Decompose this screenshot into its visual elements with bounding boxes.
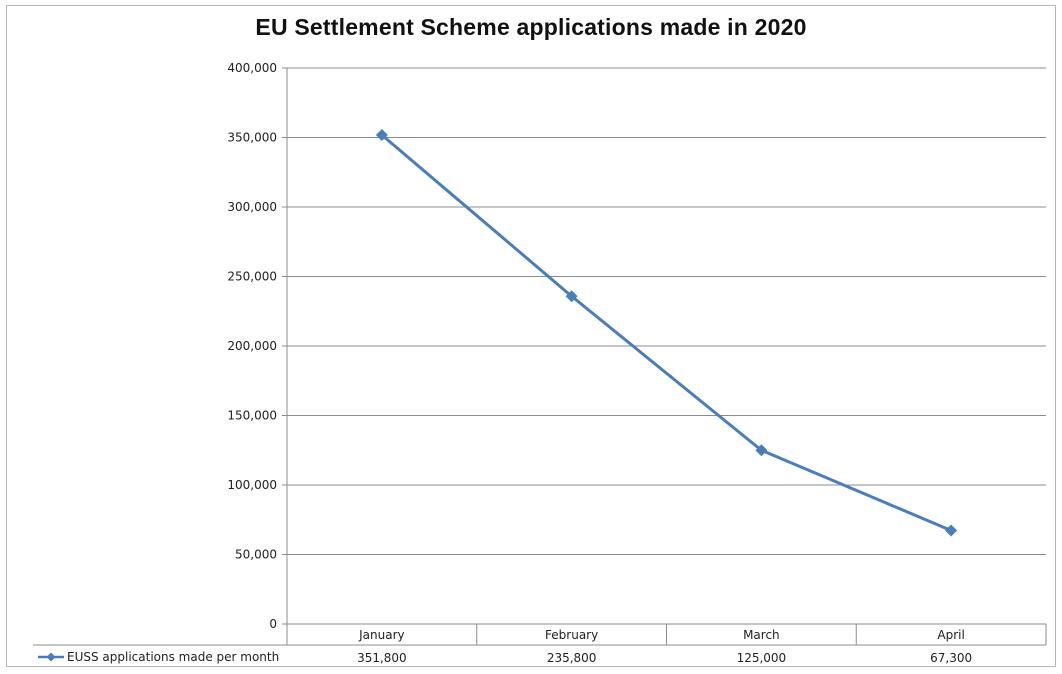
y-tick-label: 200,000: [227, 339, 277, 353]
legend-series-name: EUSS applications made per month: [67, 650, 279, 664]
data-point-marker: [565, 290, 578, 303]
y-tick-label: 0: [269, 617, 277, 631]
y-tick-label: 300,000: [227, 200, 277, 214]
data-table-value: 125,000: [737, 651, 787, 665]
data-point-marker: [945, 524, 958, 537]
legend-marker: [46, 652, 56, 662]
y-tick-label: 50,000: [235, 548, 277, 562]
y-tick-label: 150,000: [227, 409, 277, 423]
category-label: March: [743, 628, 780, 642]
data-table: January 351,800 February 235,800 March 125,00…: [33, 623, 1047, 665]
y-tick-label: 400,000: [227, 61, 277, 75]
y-tick-label: 100,000: [227, 478, 277, 492]
series-line: [380, 133, 952, 532]
series-layer: [375, 128, 958, 537]
chart-title: EU Settlement Scheme applications made i…: [255, 14, 807, 40]
y-axis-tick-labels: 0 50,000 100,000 150,000 200,000 250,000 300,0…: [227, 61, 277, 631]
category-label: February: [545, 628, 598, 642]
chart-frame: [6, 5, 1056, 667]
category-label: January: [358, 628, 405, 642]
data-point-marker: [755, 444, 768, 457]
data-point-marker: [375, 128, 388, 141]
data-table-value: 67,300: [930, 651, 972, 665]
gridlines: [282, 67, 1046, 625]
y-tick-label: 250,000: [227, 270, 277, 284]
data-table-value: 351,800: [357, 651, 407, 665]
y-tick-label: 350,000: [227, 131, 277, 145]
data-table-value: 235,800: [547, 651, 597, 665]
category-label: April: [937, 628, 964, 642]
